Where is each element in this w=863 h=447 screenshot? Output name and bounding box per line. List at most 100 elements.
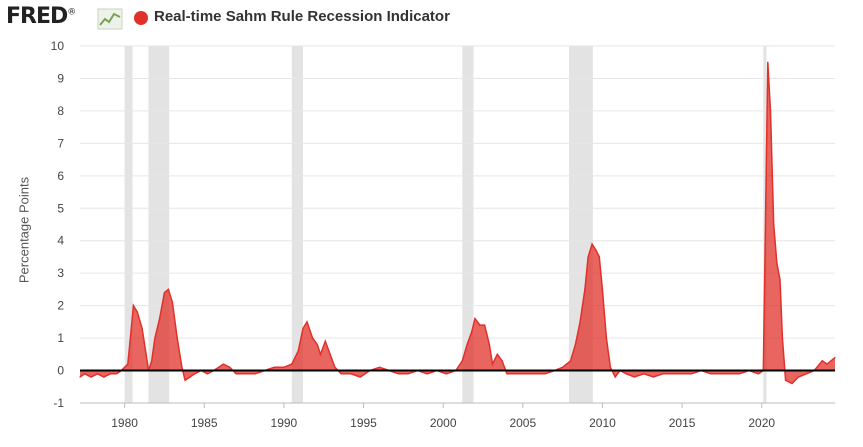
registered-mark: ®	[67, 7, 76, 18]
series-point	[671, 373, 674, 375]
series-point	[151, 360, 153, 362]
series-point	[584, 288, 586, 290]
series-point	[206, 373, 208, 375]
series-point	[609, 366, 612, 368]
series-point	[340, 373, 342, 375]
series-point	[776, 262, 778, 264]
series-point	[302, 327, 304, 329]
y-tick-label: 7	[57, 136, 64, 150]
y-tick-label: -1	[53, 396, 64, 410]
series-point	[445, 373, 447, 375]
series-point	[312, 337, 314, 339]
series-point	[488, 344, 490, 346]
y-tick-label: 2	[57, 299, 64, 313]
series-point	[116, 373, 118, 375]
series-point	[805, 373, 807, 375]
series-point	[574, 344, 577, 346]
series-point	[109, 373, 111, 375]
y-tick-label: 1	[57, 331, 64, 345]
y-tick-label: 3	[57, 266, 64, 280]
series-point	[426, 373, 428, 375]
series-point	[145, 353, 147, 355]
series-point	[90, 376, 92, 378]
series-point	[163, 292, 165, 294]
series-point	[189, 376, 191, 378]
recession-band	[124, 46, 133, 403]
series-point	[171, 301, 173, 303]
x-tick-label: 1990	[271, 416, 298, 430]
x-axis-ticks: 1980 1985 1990 1995 2000 2005 2010 2015 2020	[111, 403, 775, 430]
series-point	[324, 340, 326, 342]
recession-shading	[124, 46, 767, 403]
series-point	[235, 373, 237, 375]
y-tick-label: 10	[51, 39, 65, 53]
y-axis-label: Percentage Points	[16, 176, 32, 284]
series-point	[773, 223, 775, 226]
series-point	[633, 376, 635, 378]
series-point	[291, 363, 293, 365]
series-point	[103, 376, 105, 378]
series-point	[544, 373, 546, 375]
recession-band	[291, 46, 303, 403]
series-point	[194, 373, 196, 375]
series-point	[826, 363, 828, 365]
series-area	[79, 61, 836, 385]
x-tick-label: 1985	[191, 416, 218, 430]
x-tick-label: 2020	[748, 416, 775, 430]
series-point	[710, 373, 712, 375]
series-point	[222, 363, 224, 365]
series-point	[595, 249, 597, 252]
series-point	[181, 366, 183, 368]
series-point	[350, 373, 352, 375]
series-point	[681, 373, 683, 375]
series-point	[334, 366, 336, 368]
series-point	[273, 366, 275, 368]
x-tick-label: 2010	[589, 416, 616, 430]
series-point	[591, 243, 593, 245]
y-tick-label: 9	[57, 71, 64, 85]
series-point	[79, 376, 81, 378]
y-axis-ticks: -1 0 1 2 3 4 5 6 7 8 9 10	[51, 39, 65, 410]
series-point	[605, 337, 608, 339]
y-tick-label: 4	[57, 234, 64, 248]
series-point	[254, 373, 256, 375]
series-point	[614, 376, 616, 378]
series-point	[471, 331, 473, 333]
series-point	[797, 376, 800, 378]
series-point	[484, 324, 486, 326]
series-point	[159, 318, 161, 320]
series-title[interactable]: Real-time Sahm Rule Recession Indicator	[154, 8, 450, 25]
series-point	[562, 366, 564, 368]
series-point	[757, 373, 760, 375]
series-point	[378, 366, 381, 368]
series-point	[791, 382, 793, 385]
series-point	[534, 373, 537, 375]
y-tick-label: 0	[57, 364, 64, 378]
series-point	[785, 379, 787, 381]
series-point	[767, 61, 769, 63]
series-point	[601, 288, 604, 290]
series-point	[501, 360, 503, 362]
series-point	[625, 373, 627, 375]
series-point	[132, 305, 134, 307]
series-point	[506, 373, 508, 375]
series-point	[176, 337, 178, 339]
y-tick-label: 6	[57, 169, 64, 183]
series-point	[141, 327, 143, 329]
series-point	[124, 366, 126, 368]
series-point	[474, 318, 476, 320]
series-point	[316, 344, 318, 346]
series-point	[359, 376, 361, 378]
fred-logo[interactable]: FRED®	[6, 4, 76, 29]
x-tick-label: 2000	[430, 416, 457, 430]
series-point	[781, 337, 784, 339]
series-point	[719, 373, 721, 375]
series-point	[821, 360, 823, 362]
series-point	[407, 373, 409, 375]
series-point	[154, 337, 156, 339]
series-line[interactable]	[79, 62, 836, 385]
series-point	[329, 353, 331, 355]
series-point	[127, 363, 129, 365]
series-fill	[80, 62, 835, 384]
